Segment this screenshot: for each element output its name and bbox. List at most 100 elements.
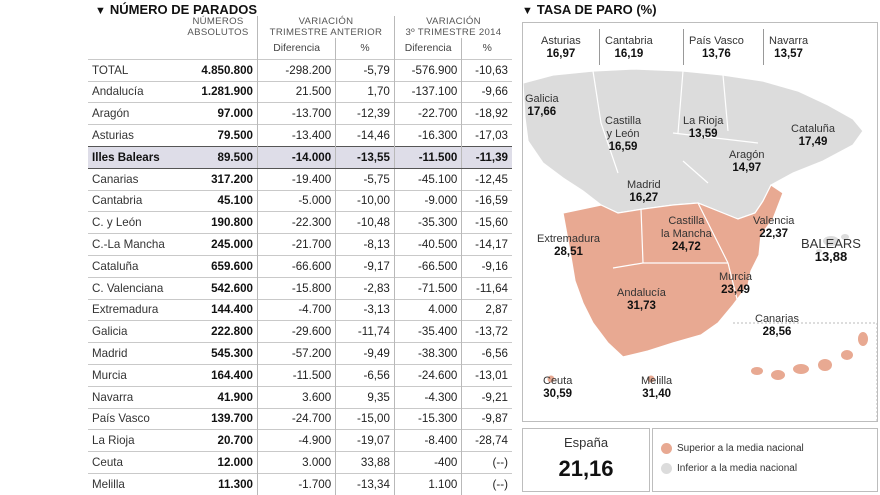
cell-diff-trimestre: -13.400 — [256, 124, 336, 147]
map-label-name: Extremadura — [537, 233, 600, 245]
cell-pct-2014: -11,64 — [461, 276, 512, 300]
map-region-balears-island — [823, 236, 839, 246]
cell-pct-2014: -9,16 — [461, 254, 512, 278]
cell-pct-2014: (--) — [461, 451, 512, 474]
map-label-value: 24,72 — [671, 241, 701, 253]
map-label-name: Valencia — [753, 215, 795, 227]
cell-diff-trimestre: -66.600 — [256, 254, 336, 278]
cell-diff-2014: -66.500 — [393, 254, 462, 278]
cell-diff-2014: -38.300 — [393, 342, 462, 365]
cell-diff-trimestre: -14.000 — [256, 145, 336, 169]
subheader-blank — [88, 38, 179, 59]
map-label-value: 13,57 — [774, 48, 803, 60]
cell-region-name: Madrid — [88, 342, 180, 365]
map-label-name: Castilla la Mancha — [661, 215, 712, 240]
spain-map — [523, 68, 877, 421]
map-label: Canarias 28,56 — [755, 313, 799, 339]
cell-absolute-value: 45.100 — [179, 189, 258, 212]
cell-region-name: Ceuta — [88, 451, 180, 474]
map-region-canarias-island — [858, 332, 868, 346]
cell-pct-trimestre: 9,35 — [335, 385, 395, 409]
header-var-trimestre: VARIACIÓN TRIMESTRE ANTERIOR — [257, 16, 395, 38]
subheader-pct: % — [335, 38, 395, 60]
map-label: Aragón 14,97 — [729, 149, 764, 175]
cell-region-name: C.-La Mancha — [88, 233, 180, 256]
cell-pct-2014: -18,92 — [461, 102, 512, 125]
cell-diff-2014: -15.300 — [393, 407, 462, 430]
map-label-name: Aragón — [729, 149, 765, 161]
cell-diff-2014: -137.100 — [393, 80, 462, 103]
map-label-value: 16,97 — [546, 48, 576, 60]
cell-pct-trimestre: 33,88 — [335, 451, 395, 474]
label-leader-line — [599, 29, 600, 65]
table-row: Asturias 79.500 -13.400 -14,46 -16.300 -17,03 — [88, 124, 512, 147]
map-region-canarias-island — [793, 364, 809, 374]
map-region-canarias-island — [751, 367, 763, 375]
map-dot-ceuta — [547, 375, 555, 383]
map-label: Cataluña 17,49 — [791, 123, 835, 149]
cell-diff-trimestre: -11.500 — [256, 363, 336, 387]
cell-diff-2014: -40.500 — [393, 233, 462, 256]
table-row: Aragón 97.000 -13.700 -12,39 -22.700 -18,92 — [88, 102, 512, 125]
map-label: Extremadura 28,51 — [537, 233, 600, 259]
cell-pct-trimestre: -5,75 — [335, 167, 395, 191]
cell-absolute-value: 542.600 — [179, 276, 258, 300]
cell-pct-trimestre: -5,79 — [335, 58, 395, 82]
cell-region-name: Melilla — [88, 472, 180, 495]
map-label-value: 23,49 — [721, 284, 750, 296]
cell-absolute-value: 164.400 — [179, 363, 258, 387]
header-var-2014: VARIACIÓN 3º TRIMESTRE 2014 — [393, 16, 512, 38]
cell-absolute-value: 89.500 — [179, 145, 258, 169]
map-dot-melilla — [647, 375, 655, 383]
cell-pct-2014: -9,87 — [461, 407, 512, 430]
map-label-value: 31,73 — [627, 300, 656, 312]
map-region-south — [562, 184, 784, 358]
label-leader-line — [683, 29, 684, 65]
map-label-value: 14,97 — [732, 162, 762, 174]
cell-absolute-value: 11.300 — [179, 472, 258, 495]
cell-pct-2014: -9,66 — [461, 80, 512, 103]
cell-pct-trimestre: -6,56 — [335, 363, 395, 387]
cell-diff-2014: -576.900 — [393, 58, 462, 82]
map-label-value: 31,40 — [642, 388, 671, 400]
cell-pct-trimestre: -3,13 — [335, 298, 395, 321]
cell-absolute-value: 79.500 — [179, 124, 258, 147]
cell-diff-2014: -35.400 — [393, 320, 462, 343]
subheader-pct: % — [461, 38, 512, 60]
cell-diff-trimestre: -5.000 — [256, 189, 336, 212]
legend-item-above: Superior a la media nacional — [661, 443, 804, 454]
map-label-name: Cataluña — [791, 123, 836, 135]
map-label: Melilla 31,40 — [641, 375, 672, 401]
espana-value: 21,16 — [558, 456, 614, 481]
cell-pct-2014: -13,72 — [461, 320, 512, 343]
map-label-value: 22,37 — [759, 228, 789, 240]
cell-diff-2014: -45.100 — [393, 167, 462, 191]
legend-swatch-above — [661, 443, 672, 454]
cell-absolute-value: 139.700 — [179, 407, 258, 430]
cell-diff-2014: -400 — [393, 451, 462, 474]
cell-pct-2014: -28,74 — [461, 429, 512, 452]
map-label-name: Madrid — [627, 179, 661, 191]
table-row: La Rioja 20.700 -4.900 -19,07 -8.400 -28,74 — [88, 429, 512, 452]
cell-pct-trimestre: -10,00 — [335, 189, 395, 212]
map-label-name: Murcia — [719, 271, 753, 283]
cell-pct-trimestre: -11,74 — [335, 320, 395, 343]
header-blank — [88, 16, 179, 38]
map-label-value: 16,59 — [608, 141, 638, 153]
cell-pct-trimestre: -2,83 — [335, 276, 395, 300]
map-legend: Superior a la media nacional Inferior a … — [652, 428, 878, 492]
cell-diff-2014: -35.300 — [393, 211, 462, 234]
cell-pct-trimestre: -19,07 — [335, 429, 395, 452]
cell-diff-trimestre: -57.200 — [256, 342, 336, 365]
table-row: Illes Balears 89.500 -14.000 -13,55 -11.500-… — [88, 145, 512, 169]
cell-pct-2014: -17,03 — [461, 124, 512, 147]
map-label: Cantabria 16,19 — [605, 35, 653, 61]
canarias-inset-frame — [733, 322, 877, 421]
label-leader-line — [763, 29, 764, 65]
cell-absolute-value: 659.600 — [179, 254, 258, 278]
cell-region-name: Murcia — [88, 363, 180, 387]
cell-region-name: C. Valenciana — [88, 276, 180, 300]
cell-pct-trimestre: -13,55 — [335, 145, 395, 169]
cell-diff-2014: -4.300 — [393, 385, 462, 409]
cell-region-name: Asturias — [88, 124, 180, 147]
